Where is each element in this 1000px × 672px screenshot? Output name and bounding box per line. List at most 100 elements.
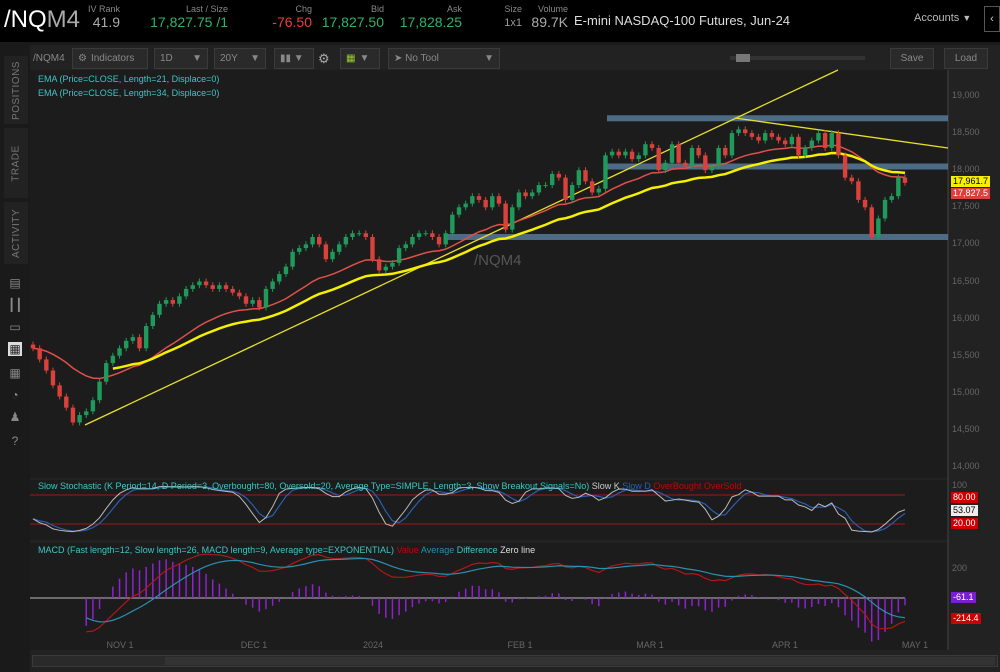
candle-body [862, 199, 868, 208]
watermark: /NQM4 [474, 252, 522, 269]
candle-body [550, 173, 555, 186]
candle-body [197, 281, 202, 286]
candle-body [190, 285, 195, 289]
history-icon[interactable]: ◔ [11, 388, 19, 402]
candle-body [569, 185, 575, 200]
candle-body [636, 155, 641, 160]
candle-body [323, 244, 329, 260]
instrument-description: E-mini NASDAQ-100 Futures, Jun-24 [574, 13, 791, 28]
columns-icon[interactable]: ┃┃ [8, 298, 23, 312]
candle-body [370, 236, 375, 260]
macd-panel [30, 543, 948, 650]
tab-trade[interactable]: TRADE [4, 128, 28, 198]
quote-field-value: 1x1 [504, 17, 522, 29]
candle-body [217, 285, 222, 289]
quote-field-label: Volume [537, 4, 568, 14]
indicators-button[interactable]: ⚙ Indicators [72, 48, 148, 69]
tv-icon[interactable]: ▭ [9, 320, 21, 334]
candle-body [64, 396, 69, 408]
candle-body [230, 288, 235, 293]
tab-activity[interactable]: ACTIVITY [4, 202, 28, 264]
drawing-set-select[interactable]: ▦ ▼ [340, 48, 380, 69]
accounts-menu[interactable]: Accounts ▼ [914, 12, 972, 24]
candle-body [210, 285, 215, 289]
tab-positions[interactable]: POSITIONS [4, 56, 28, 124]
candle-body [44, 359, 49, 371]
save-button[interactable]: Save [890, 48, 934, 69]
community-icon[interactable]: ♟ [9, 410, 21, 424]
candle-body [317, 236, 322, 245]
date-axis-label: 2024 [362, 640, 384, 650]
candle-body [530, 192, 535, 197]
candle-body [623, 151, 628, 156]
candle-body [776, 136, 781, 141]
zoom-slider[interactable] [730, 54, 865, 62]
candle-body [37, 348, 42, 360]
candle-body [356, 233, 362, 235]
candle-body [849, 177, 854, 182]
price-axis-label: 14,500 [952, 423, 980, 434]
range-select[interactable]: 20Y ▼ [214, 48, 266, 69]
load-button[interactable]: Load [944, 48, 988, 69]
candle-body [756, 136, 761, 141]
ema-price-tag: 17,961.7 [951, 176, 991, 187]
timeframe-select[interactable]: 1D ▼ [154, 48, 208, 69]
candle-body [336, 244, 342, 252]
chart-style-select[interactable]: ▮▮ ▼ [274, 48, 314, 69]
date-axis-label: APR 1 [771, 640, 798, 650]
candle-body [396, 248, 402, 263]
macd-average-line [86, 557, 906, 623]
settings-gear-icon[interactable]: ⚙ [318, 51, 330, 66]
quote-field: Volume 89.7K [526, 4, 568, 30]
candle-body [403, 244, 408, 249]
candle-body [616, 151, 621, 156]
quote-field: Size 1x1 [498, 4, 522, 29]
price-axis-label: 19,000 [952, 90, 980, 100]
stoch-label: Slow Stochastic (K Period=14, D Period=3… [38, 481, 742, 491]
help-icon[interactable]: ? [11, 434, 19, 448]
candle-body [896, 177, 901, 197]
candle-body [297, 248, 302, 252]
quote-field-value: 17,827.50 [321, 14, 384, 30]
candle-body [649, 144, 655, 148]
candle-body [749, 133, 755, 137]
candle-body [789, 136, 795, 145]
candle-body [796, 136, 801, 156]
quote-field-value: 41.9 [92, 14, 120, 30]
candle-body [842, 155, 848, 178]
candle-body [183, 288, 189, 297]
candle-body [470, 196, 475, 204]
quote-field-value: -76.50 [272, 14, 312, 30]
candle-body [869, 207, 874, 237]
watchlist-icon[interactable]: ▤ [9, 276, 21, 290]
candle-body [250, 300, 255, 304]
candle-body [383, 266, 388, 271]
candle-body [416, 233, 422, 237]
trendline [734, 117, 949, 149]
candle-body [104, 363, 109, 382]
grid-icon[interactable]: ▦ [9, 366, 21, 380]
candle-body [802, 147, 808, 156]
quote-field-value: 17,828.25 [399, 14, 462, 30]
horizontal-scrollbar[interactable] [32, 655, 998, 667]
ema34-line [112, 151, 906, 370]
candle-body [782, 140, 788, 145]
candle-body [723, 147, 728, 156]
date-axis-label: FEB 1 [507, 640, 533, 650]
candle-body [270, 281, 275, 289]
candle-body [117, 348, 122, 356]
candle-body [683, 162, 688, 167]
candle-body [583, 170, 588, 182]
candle-body [303, 244, 309, 249]
candle-body [177, 296, 182, 304]
price-axis-label: 15,500 [952, 349, 980, 360]
drawing-tool-select[interactable]: ➤ No Tool ▼ [388, 48, 500, 69]
price-axis-label: 18,000 [952, 164, 980, 175]
price-axis-label: 16,000 [952, 312, 980, 323]
candle-body [689, 147, 695, 167]
candle-body [763, 133, 768, 141]
chart-icon[interactable]: ▦ [8, 342, 22, 356]
candle-body [343, 236, 349, 245]
candle-body [350, 233, 355, 237]
